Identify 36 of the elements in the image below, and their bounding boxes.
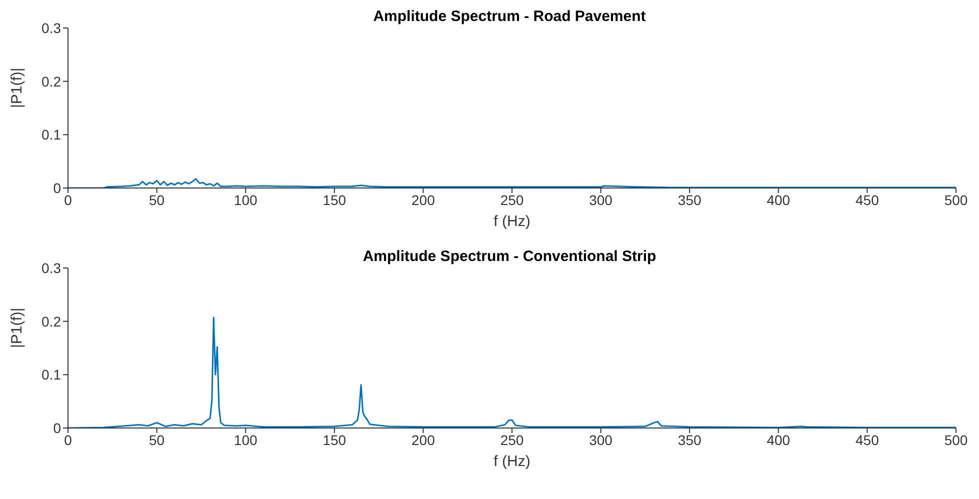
x-tick-label: 400: [766, 432, 790, 448]
x-tick-label: 500: [944, 432, 968, 448]
x-tick-label: 150: [322, 192, 346, 208]
x-tick-label: 0: [64, 192, 72, 208]
x-tick-label: 350: [678, 432, 702, 448]
x-tick-label: 50: [149, 192, 165, 208]
y-tick-label: 0: [53, 180, 62, 196]
x-tick-label: 300: [589, 192, 613, 208]
chart-title: Amplitude Spectrum - Road Pavement: [372, 8, 647, 25]
chart-title: Amplitude Spectrum - Conventional Strip: [362, 248, 658, 265]
x-tick-label: 100: [234, 432, 258, 448]
y-tick-label: 0.2: [42, 313, 62, 330]
x-tick-label: 500: [944, 192, 968, 208]
y-axis-title: |P1(f)|: [8, 308, 26, 348]
x-tick-label: 250: [500, 432, 524, 448]
x-tick-label: 450: [856, 192, 880, 208]
x-tick-label: 450: [856, 432, 880, 448]
x-tick-label: 50: [149, 432, 165, 448]
x-tick-label: 400: [766, 192, 790, 208]
x-tick-label: 150: [322, 432, 346, 448]
x-tick-label: 250: [500, 192, 524, 208]
y-axis-title: |P1(f)|: [8, 68, 26, 108]
x-tick-label: 300: [589, 432, 613, 448]
x-tick-label: 0: [64, 432, 72, 448]
y-tick-label: 0.1: [42, 366, 62, 383]
y-tick-label: 0.3: [42, 20, 62, 36]
x-tick-label: 200: [412, 192, 436, 208]
y-tick-label: 0: [53, 420, 62, 436]
x-tick-label: 100: [234, 192, 258, 208]
x-axis-title: f (Hz): [494, 213, 530, 230]
x-tick-label: 350: [678, 192, 702, 208]
y-tick-label: 0.3: [42, 260, 62, 276]
x-tick-label: 200: [412, 432, 436, 448]
x-axis-title: f (Hz): [494, 453, 530, 470]
y-tick-label: 0.1: [42, 126, 62, 143]
y-tick-label: 0.2: [42, 73, 62, 90]
